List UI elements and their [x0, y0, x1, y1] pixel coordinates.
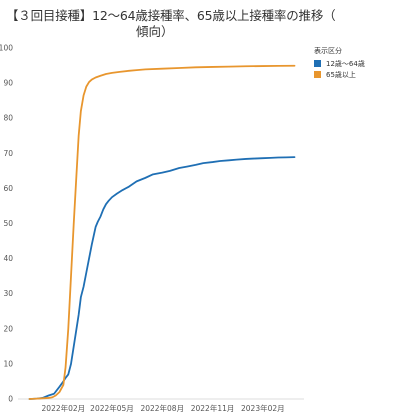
legend-item-12-64[interactable]: 12歳〜64歳	[314, 58, 398, 69]
x-tick-label: 2022年08月	[140, 403, 184, 413]
x-tick-label: 2022年02月	[42, 403, 86, 413]
x-tick-label: 2022年11月	[191, 403, 235, 413]
legend-swatch-12-64	[314, 60, 321, 67]
legend-swatch-65plus	[314, 71, 321, 78]
y-tick-label: 50	[3, 219, 13, 228]
x-tick-label: 2023年02月	[241, 403, 285, 413]
y-tick-label: 0	[8, 395, 13, 404]
chart-title: 【３回目接種】12〜64歳接種率、65歳以上接種率の推移（	[6, 8, 336, 23]
x-tick-label: 2022年05月	[90, 403, 134, 413]
y-tick-label: 20	[3, 324, 13, 333]
series-layer	[28, 64, 296, 400]
legend: 表示区分 12歳〜64歳 65歳以上	[314, 46, 398, 80]
axis-layer: 0 10 20 30 40 50 60 70 80 90 100 2022年02月 2022年05月 20…	[0, 44, 304, 413]
legend-label-65plus: 65歳以上	[326, 70, 356, 79]
y-tick-label: 60	[3, 184, 13, 193]
y-tick-label: 90	[3, 79, 13, 88]
y-tick-label: 10	[3, 359, 13, 368]
series-line-12-64	[28, 156, 296, 400]
y-tick-label: 30	[3, 289, 13, 298]
series-line-65plus	[28, 64, 296, 400]
legend-item-65plus[interactable]: 65歳以上	[314, 69, 398, 80]
legend-title: 表示区分	[314, 47, 342, 55]
y-tick-label: 100	[0, 44, 13, 53]
y-tick-label: 40	[3, 254, 13, 263]
y-tick-label: 70	[3, 149, 13, 158]
y-tick-label: 80	[3, 114, 13, 123]
legend-label-12-64: 12歳〜64歳	[326, 59, 365, 68]
chart-subtitle: 傾向）	[136, 24, 174, 39]
